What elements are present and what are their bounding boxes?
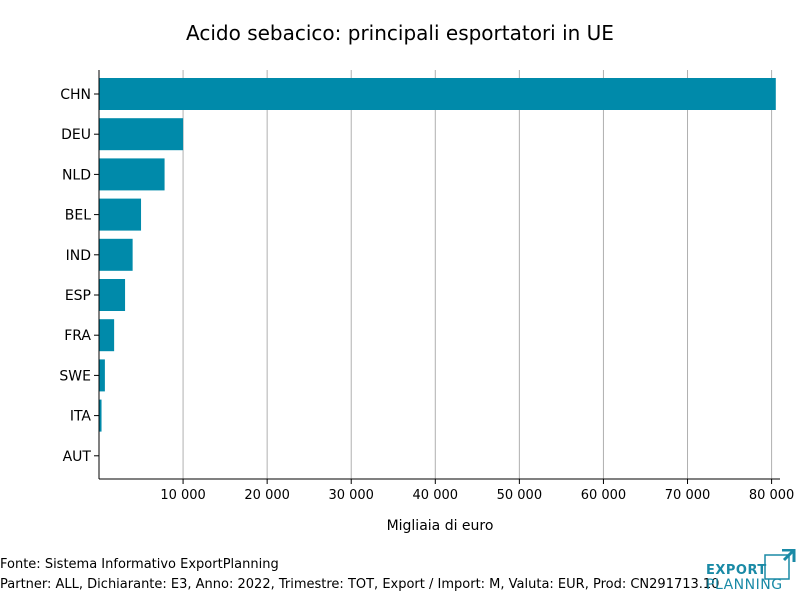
axes [94,70,780,484]
bar-fra [99,319,115,352]
source-text: Fonte: Sistema Informativo ExportPlannin… [0,557,279,572]
y-tick-label: FRA [64,328,91,344]
bar-deu [99,118,184,151]
y-tick-labels: CHN DEU NLD BEL IND ESP FRA SWE ITA AUT [59,87,91,465]
y-tick-label: CHN [60,87,91,103]
bar-nld [99,158,165,191]
bars [99,78,776,432]
y-tick-label: AUT [63,449,92,465]
x-axis-label: Migliaia di euro [387,518,494,534]
y-tick-label: ITA [70,409,92,425]
y-tick-label: SWE [59,368,91,384]
x-tick-label: 40 000 [413,488,459,503]
y-tick-label: IND [66,248,91,264]
x-tick-label: 60 000 [581,488,627,503]
y-tick-label: DEU [61,127,91,143]
x-tick-label: 10 000 [160,488,206,503]
logo-text-planning: PLANNING [706,577,783,593]
gridlines [182,70,773,479]
bar-chn [99,78,776,110]
chart-title: Acido sebacico: principali esportatori i… [186,21,614,45]
bar-ita [99,399,102,432]
x-tick-label: 50 000 [497,488,543,503]
bar-bel [99,198,142,231]
x-tick-label: 70 000 [665,488,711,503]
x-tick-label: 80 000 [749,488,795,503]
exportplanning-logo: EXPORT PLANNING [706,546,800,594]
y-tick-label: NLD [62,167,91,183]
y-tick-label: BEL [65,208,91,224]
logo-text-export: EXPORT [706,563,767,578]
y-tick-label: ESP [65,288,91,304]
bar-ind [99,238,133,271]
x-tick-label: 30 000 [328,488,374,503]
logo-square-icon [764,549,796,580]
bar-esp [99,279,126,311]
x-tick-labels: 10 000 20 000 30 000 40 000 50 000 60 000 70 0… [160,488,794,503]
x-tick-label: 20 000 [244,488,290,503]
query-parameters-text: Partner: ALL, Dichiarante: E3, Anno: 202… [0,577,720,592]
bar-swe [99,359,105,392]
